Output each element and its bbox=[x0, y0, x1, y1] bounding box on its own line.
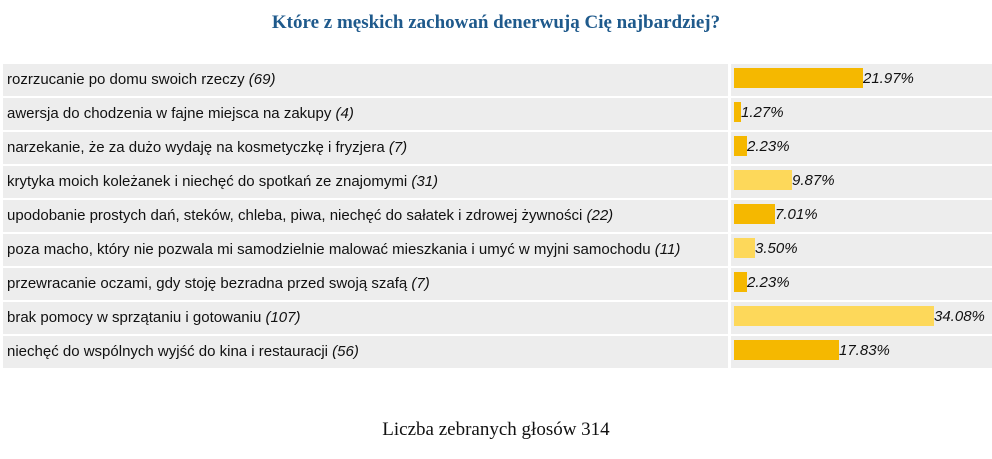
vote-count: (22) bbox=[586, 207, 614, 224]
answer-text: awersja do chodzenia w fajne miejsca na … bbox=[7, 105, 336, 122]
percent-label: 17.83% bbox=[839, 342, 890, 359]
result-bar bbox=[734, 204, 775, 224]
bar-cell: 2.23% bbox=[731, 132, 992, 164]
vote-count: (7) bbox=[411, 275, 430, 292]
result-bar bbox=[734, 238, 755, 258]
result-bar bbox=[734, 102, 741, 122]
answer-text: przewracanie oczami, gdy stoję bezradna … bbox=[7, 275, 412, 292]
answer-label: upodobanie prostych dań, steków, chleba,… bbox=[3, 200, 728, 232]
answer-label: awersja do chodzenia w fajne miejsca na … bbox=[3, 98, 728, 130]
result-row: krytyka moich koleżanek i niechęć do spo… bbox=[3, 166, 992, 200]
bar-cell: 1.27% bbox=[731, 98, 992, 130]
percent-label: 3.50% bbox=[755, 240, 798, 257]
result-bar bbox=[734, 272, 747, 292]
bar-cell: 17.83% bbox=[731, 336, 992, 368]
result-row: niechęć do wspólnych wyjść do kina i res… bbox=[3, 336, 992, 370]
answer-text: poza macho, który nie pozwala mi samodzi… bbox=[7, 241, 655, 258]
answer-label: przewracanie oczami, gdy stoję bezradna … bbox=[3, 268, 728, 300]
result-row: rozrzucanie po domu swoich rzeczy (69) 21… bbox=[3, 64, 992, 98]
answer-text: narzekanie, że za dużo wydaję na kosmety… bbox=[7, 139, 389, 156]
answer-text: upodobanie prostych dań, steków, chleba,… bbox=[7, 207, 587, 224]
poll-title: Które z męskich zachowań denerwują Cię n… bbox=[271, 12, 721, 33]
result-row: poza macho, który nie pozwala mi samodzi… bbox=[3, 234, 992, 268]
result-row: przewracanie oczami, gdy stoję bezradna … bbox=[3, 268, 992, 302]
bar-cell: 7.01% bbox=[731, 200, 992, 232]
bar-cell: 34.08% bbox=[731, 302, 992, 334]
result-row: brak pomocy w sprzątaniu i gotowaniu (10… bbox=[3, 302, 992, 336]
vote-count: (11) bbox=[654, 241, 681, 258]
vote-count: (4) bbox=[335, 105, 354, 122]
total-votes: Liczba zebranych głosów 314 bbox=[382, 419, 610, 440]
result-bar bbox=[734, 68, 863, 88]
vote-count: (69) bbox=[248, 71, 276, 88]
answer-label: poza macho, który nie pozwala mi samodzi… bbox=[3, 234, 728, 266]
result-bar bbox=[734, 340, 839, 360]
percent-label: 9.87% bbox=[792, 172, 835, 189]
answer-text: krytyka moich koleżanek i niechęć do spo… bbox=[7, 173, 412, 190]
poll-results: rozrzucanie po domu swoich rzeczy (69) 21… bbox=[3, 64, 992, 370]
bar-cell: 21.97% bbox=[731, 64, 992, 96]
vote-count: (107) bbox=[265, 309, 301, 326]
vote-count: (7) bbox=[388, 139, 408, 156]
answer-label: narzekanie, że za dużo wydaję na kosmety… bbox=[3, 132, 728, 164]
answer-text: brak pomocy w sprzątaniu i gotowaniu bbox=[7, 309, 266, 326]
result-row: awersja do chodzenia w fajne miejsca na … bbox=[3, 98, 992, 132]
answer-label: niechęć do wspólnych wyjść do kina i res… bbox=[3, 336, 728, 368]
answer-text: rozrzucanie po domu swoich rzeczy bbox=[7, 71, 249, 88]
answer-label: brak pomocy w sprzątaniu i gotowaniu (10… bbox=[3, 302, 728, 334]
percent-label: 2.23% bbox=[747, 274, 790, 291]
result-bar bbox=[734, 136, 747, 156]
percent-label: 21.97% bbox=[863, 70, 914, 87]
bar-cell: 3.50% bbox=[731, 234, 992, 266]
percent-label: 1.27% bbox=[741, 104, 784, 121]
percent-label: 34.08% bbox=[934, 308, 985, 325]
bar-cell: 2.23% bbox=[731, 268, 992, 300]
percent-label: 7.01% bbox=[775, 206, 818, 223]
answer-text: niechęć do wspólnych wyjść do kina i res… bbox=[7, 343, 333, 360]
result-row: narzekanie, że za dużo wydaję na kosmety… bbox=[3, 132, 992, 166]
answer-label: rozrzucanie po domu swoich rzeczy (69) bbox=[3, 64, 728, 96]
bar-cell: 9.87% bbox=[731, 166, 992, 198]
vote-count: (31) bbox=[411, 173, 439, 190]
vote-count: (56) bbox=[332, 343, 359, 360]
result-row: upodobanie prostych dań, steków, chleba,… bbox=[3, 200, 992, 234]
percent-label: 2.23% bbox=[747, 138, 790, 155]
result-bar bbox=[734, 170, 792, 190]
answer-label: krytyka moich koleżanek i niechęć do spo… bbox=[3, 166, 728, 198]
result-bar bbox=[734, 306, 934, 326]
